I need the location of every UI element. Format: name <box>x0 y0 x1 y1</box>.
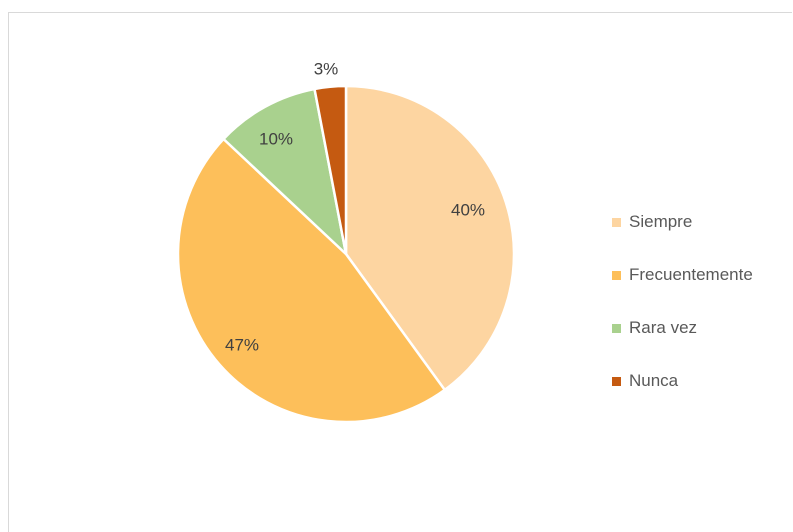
legend-label-rara-vez: Rara vez <box>629 318 698 337</box>
legend-item-nunca: Nunca <box>612 368 753 394</box>
pie-slice-frecuentemente <box>176 137 447 424</box>
data-label-frecuentemente: 47% <box>225 335 259 354</box>
legend-swatch-siempre <box>612 217 621 227</box>
legend-label-nunca: Nunca <box>629 371 679 390</box>
pie-slice-siempre <box>344 84 516 392</box>
pie-slice-nunca <box>313 84 348 255</box>
legend-item-siempre: Siempre <box>612 209 753 235</box>
pie-slices <box>176 84 516 424</box>
data-label-siempre: 40% <box>451 200 485 219</box>
legend-item-frecuentemente: Frecuentemente <box>612 262 753 288</box>
pie-slice-rara-vez <box>221 87 348 258</box>
legend-swatch-frecuentemente <box>612 270 621 280</box>
data-label-nunca: 3% <box>314 59 339 78</box>
legend-swatch-nunca <box>612 376 621 386</box>
data-label-rara-vez: 10% <box>259 129 293 148</box>
pie-labels: 40% 47% 10% 3% <box>225 59 485 354</box>
legend: Siempre Frecuentemente Rara vez Nunca <box>612 209 753 421</box>
legend-swatch-rara-vez <box>612 323 621 333</box>
legend-label-frecuentemente: Frecuentemente <box>629 265 753 284</box>
legend-item-rara-vez: Rara vez <box>612 315 753 341</box>
legend-label-siempre: Siempre <box>629 212 693 231</box>
